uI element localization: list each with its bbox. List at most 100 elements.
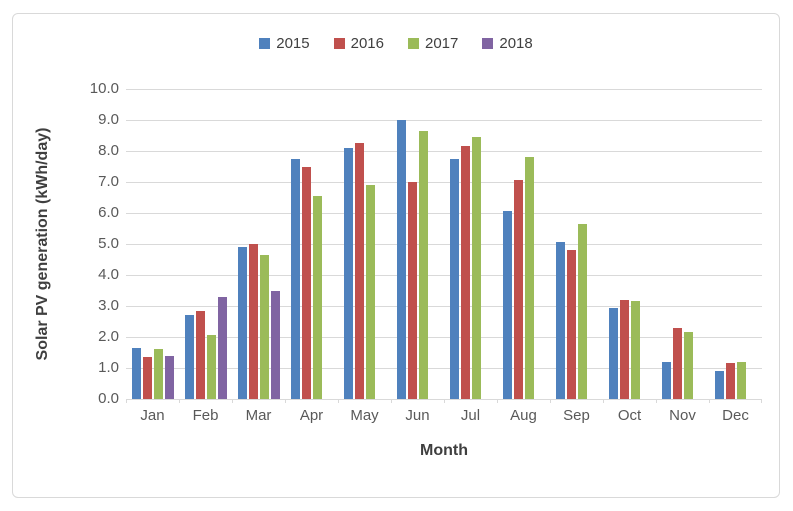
legend: 2015 2016 2017 2018 (13, 35, 779, 52)
legend-swatch-icon (259, 38, 271, 49)
bar-feb-2017 (206, 335, 216, 399)
x-axis-tick-mark (550, 399, 551, 403)
bar-group-feb (179, 89, 232, 399)
legend-label: 2017 (425, 35, 459, 52)
bar-feb-2015 (184, 315, 194, 399)
legend-swatch-icon (408, 38, 419, 49)
y-tick-label: 9.0 (98, 111, 119, 128)
y-tick-label: 5.0 (98, 235, 119, 252)
bar-jun-2015 (396, 120, 406, 399)
bar-group-oct (603, 89, 656, 399)
x-axis-tick-mark (761, 399, 762, 403)
x-axis-tick-mark (391, 399, 392, 403)
bar-apr-2015 (290, 158, 300, 399)
y-axis-ticks: 0.0 1.0 2.0 3.0 4.0 5.0 6.0 7.0 8.0 9.0 10.0 (13, 14, 119, 497)
gridline (126, 213, 762, 214)
bar-apr-2017 (312, 195, 322, 399)
gridline (126, 182, 762, 183)
bar-sep-2016 (566, 250, 576, 399)
bar-group-apr (285, 89, 338, 399)
y-tick-label: 3.0 (98, 297, 119, 314)
gridline (126, 89, 762, 90)
bar-group-aug (497, 89, 550, 399)
bar-dec-2017 (736, 361, 746, 399)
bar-group-jun (391, 89, 444, 399)
legend-item-2016: 2016 (333, 35, 384, 52)
x-tick-label-jul: Jul (460, 407, 481, 424)
bar-aug-2015 (502, 211, 512, 399)
bar-may-2016 (354, 143, 364, 399)
bar-nov-2017 (683, 332, 693, 399)
bar-dec-2015 (714, 371, 724, 399)
gridline (126, 306, 762, 307)
y-tick-label: 6.0 (98, 204, 119, 221)
bar-oct-2017 (630, 301, 640, 399)
y-tick-label: 0.0 (98, 390, 119, 407)
x-tick-label-feb: Feb (192, 407, 219, 424)
x-axis-tick-mark (126, 399, 127, 403)
x-axis-tick-mark (179, 399, 180, 403)
x-axis-tick-mark (709, 399, 710, 403)
y-tick-label: 7.0 (98, 173, 119, 190)
bar-group-jan (126, 89, 179, 399)
bar-feb-2016 (195, 310, 205, 399)
bar-oct-2016 (619, 299, 629, 399)
bar-nov-2015 (661, 361, 671, 399)
y-tick-label: 8.0 (98, 142, 119, 159)
bar-group-dec (709, 89, 762, 399)
legend-swatch-icon (333, 38, 345, 49)
x-tick-label-apr: Apr (299, 407, 324, 424)
x-axis-title: Month (420, 442, 468, 459)
bar-group-may (338, 89, 391, 399)
x-tick-label-nov: Nov (669, 407, 696, 424)
bar-sep-2015 (555, 242, 565, 399)
x-tick-label-oct: Oct (617, 407, 642, 424)
bar-aug-2017 (524, 157, 534, 399)
bar-sep-2017 (577, 223, 587, 399)
gridline (126, 275, 762, 276)
bar-may-2015 (343, 147, 353, 399)
y-tick-label: 4.0 (98, 266, 119, 283)
y-tick-label: 1.0 (98, 359, 119, 376)
y-tick-label: 10.0 (89, 80, 119, 97)
x-axis-tick-mark (497, 399, 498, 403)
plot-area (126, 89, 762, 403)
x-tick-label-mar: Mar (245, 407, 272, 424)
bar-group-jul (444, 89, 497, 399)
bar-jul-2016 (460, 146, 470, 399)
legend-label: 2016 (350, 35, 384, 52)
chart-figure: 2015 2016 2017 2018 0.0 1.0 2.0 3.0 4.0 5.0 6.0 7.… (12, 13, 780, 498)
bar-group-sep (550, 89, 603, 399)
bar-jan-2017 (153, 349, 163, 399)
bar-mar-2016 (248, 244, 258, 399)
x-tick-label-aug: Aug (510, 407, 537, 424)
bar-apr-2016 (301, 166, 311, 399)
gridline (126, 368, 762, 369)
bar-jan-2018 (164, 355, 174, 399)
x-axis-ticks: Jan Feb Mar Apr May Jun Jul Aug Sep Oct Nov Dec (126, 407, 762, 427)
bar-feb-2018 (217, 296, 227, 399)
bar-group-mar (232, 89, 285, 399)
gridline (126, 120, 762, 121)
bar-mar-2015 (237, 247, 247, 399)
bar-jul-2015 (449, 158, 459, 399)
legend-label: 2015 (276, 35, 310, 52)
legend-label: 2018 (499, 35, 533, 52)
x-axis-tick-mark (232, 399, 233, 403)
bar-nov-2016 (672, 327, 682, 399)
gridline (126, 337, 762, 338)
y-axis-title: Solar PV generation (kWh/day) (34, 127, 51, 361)
bar-aug-2016 (513, 180, 523, 399)
bar-jan-2015 (131, 347, 141, 399)
bar-dec-2016 (725, 363, 735, 399)
x-axis-tick-mark (338, 399, 339, 403)
x-axis-tick-mark (603, 399, 604, 403)
legend-item-2015: 2015 (259, 35, 310, 52)
bar-mar-2018 (270, 290, 280, 399)
bar-mar-2017 (259, 254, 269, 399)
bar-group-nov (656, 89, 709, 399)
legend-item-2017: 2017 (408, 35, 458, 52)
bar-jun-2017 (418, 130, 428, 399)
x-tick-label-may: May (350, 407, 379, 424)
bar-jul-2017 (471, 137, 481, 399)
